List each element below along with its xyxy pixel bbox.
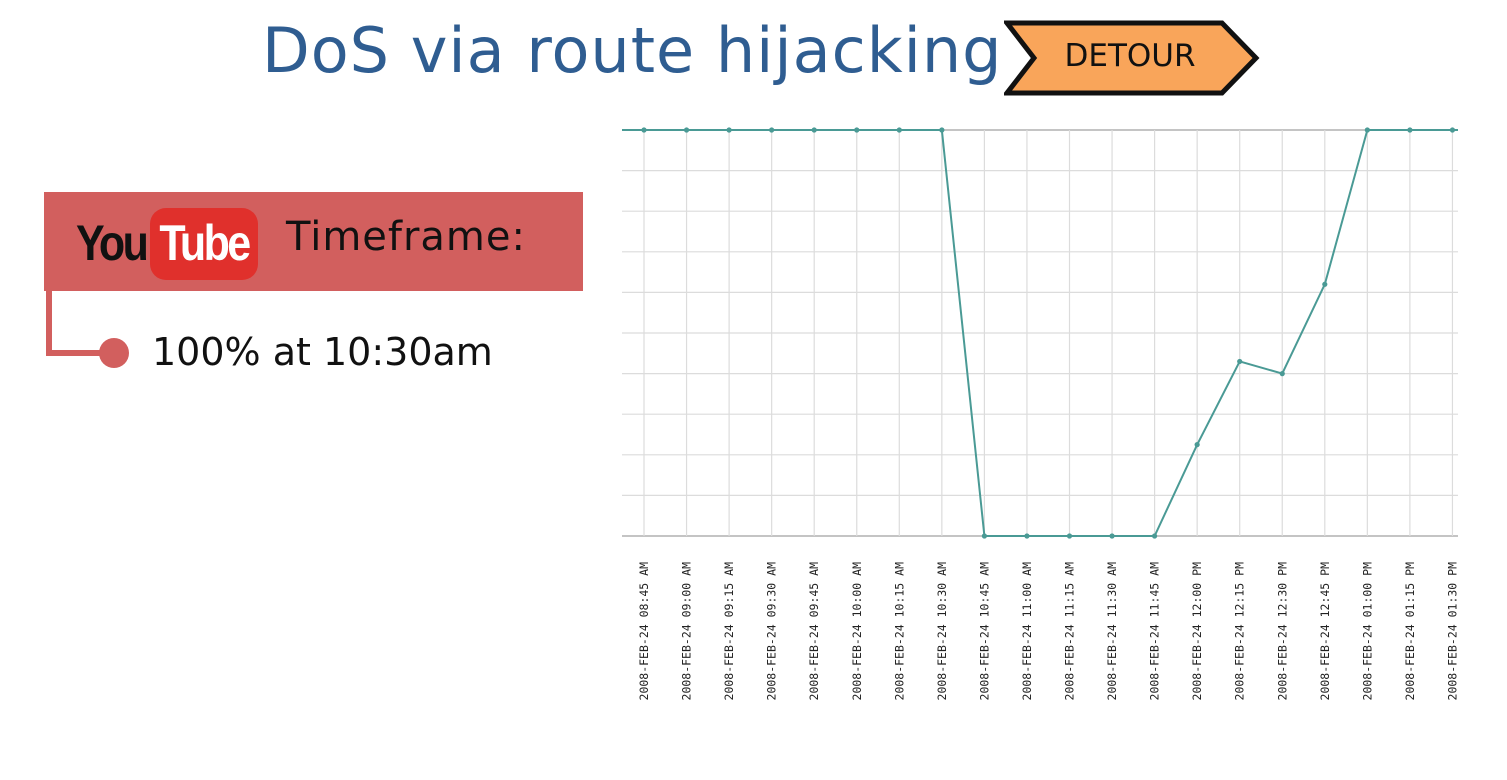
connector-dot-icon [99, 338, 129, 368]
data-point [939, 127, 945, 133]
youtube-logo-tube-box: Tube [150, 208, 258, 280]
x-tick-label: 2008-FEB-24 12:00 PM [1190, 562, 1204, 701]
detour-badge [1004, 20, 1260, 96]
data-point [1237, 358, 1243, 365]
data-point [1109, 533, 1115, 539]
timeframe-label: Timeframe: [286, 214, 526, 260]
data-point [683, 127, 690, 133]
connector-line [46, 291, 112, 356]
data-point [641, 127, 647, 133]
x-tick-label: 2008-FEB-24 10:00 AM [850, 562, 864, 701]
availability-chart: 2008-FEB-24 08:45 AM 2008-FEB-24 09:00 AM… [622, 127, 1459, 701]
chart-grid [622, 129, 1458, 537]
data-point [811, 127, 817, 133]
timeframe-panel: You Tube Timeframe: [44, 192, 583, 291]
x-tick-label: 2008-FEB-24 09:45 AM [807, 562, 821, 701]
data-point [1407, 127, 1413, 133]
data-point [726, 127, 732, 133]
data-point [1364, 127, 1370, 133]
data-point [1449, 127, 1456, 133]
x-tick-label: 2008-FEB-24 11:45 AM [1148, 562, 1162, 701]
chart-x-tick-labels: 2008-FEB-24 08:45 AM 2008-FEB-24 09:00 AM… [637, 562, 1459, 701]
data-point [1322, 281, 1328, 287]
x-tick-label: 2008-FEB-24 11:00 AM [1020, 562, 1034, 701]
series-line [622, 129, 1458, 537]
x-tick-label: 2008-FEB-24 11:15 AM [1063, 562, 1077, 701]
youtube-logo-you: You [76, 215, 149, 271]
x-tick-label: 2008-FEB-24 12:30 PM [1275, 562, 1289, 701]
data-point [1024, 533, 1030, 539]
detour-badge-label: DETOUR [1064, 38, 1196, 74]
x-tick-label: 2008-FEB-24 09:15 AM [722, 562, 736, 701]
x-tick-label: 2008-FEB-24 01:15 PM [1403, 562, 1417, 701]
x-tick-label: 2008-FEB-24 08:45 AM [637, 562, 651, 701]
detour-badge-shape [1004, 20, 1260, 96]
x-tick-label: 2008-FEB-24 11:30 AM [1105, 562, 1119, 701]
x-tick-label: 2008-FEB-24 09:00 AM [680, 562, 694, 701]
x-tick-label: 2008-FEB-24 10:45 AM [977, 562, 991, 701]
x-tick-label: 2008-FEB-24 10:15 AM [892, 562, 906, 701]
data-point [1279, 371, 1285, 377]
data-point [981, 533, 987, 539]
data-point [1066, 533, 1073, 539]
x-tick-label: 2008-FEB-24 10:30 AM [935, 562, 949, 701]
chart-series [622, 127, 1458, 539]
data-point [769, 127, 775, 133]
data-point [896, 127, 902, 133]
x-tick-label: 2008-FEB-24 09:30 AM [765, 562, 779, 701]
youtube-logo-tube: Tube [159, 215, 251, 271]
data-point [1152, 533, 1158, 539]
timeframe-note: 100% at 10:30am [152, 330, 493, 374]
x-tick-label: 2008-FEB-24 01:30 PM [1445, 562, 1459, 701]
x-tick-label: 2008-FEB-24 12:15 PM [1233, 562, 1247, 701]
page-title: DoS via route hijacking [262, 14, 1003, 87]
note-connector [46, 291, 129, 368]
x-tick-label: 2008-FEB-24 12:45 PM [1318, 562, 1332, 701]
x-tick-label: 2008-FEB-24 01:00 PM [1360, 562, 1374, 701]
data-point [854, 127, 860, 133]
data-point [1194, 442, 1200, 448]
